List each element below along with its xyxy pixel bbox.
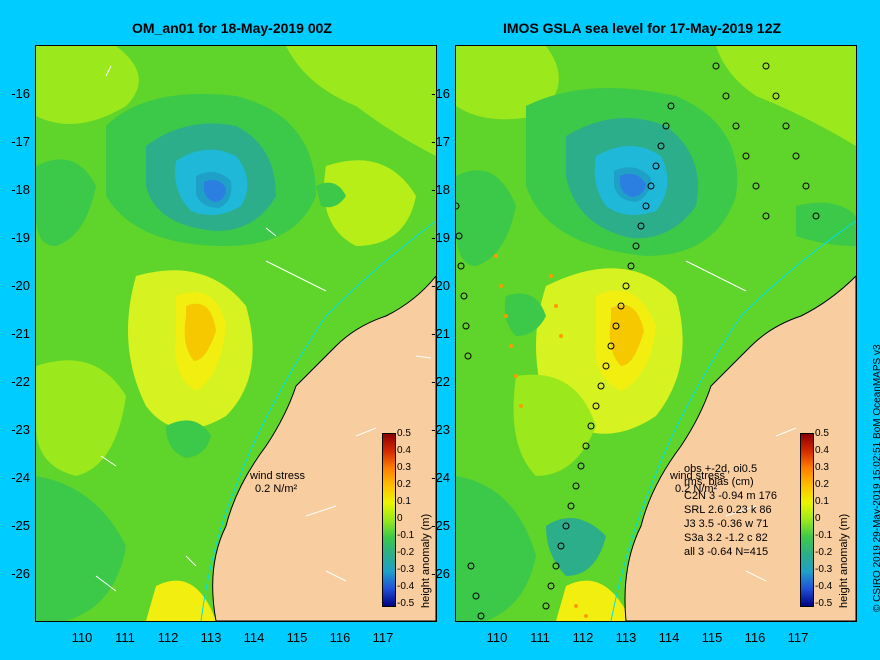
left-map-panel [35,45,437,622]
y-tick-label: -22 [431,374,450,389]
y-tick-label: -17 [431,134,450,149]
x-tick-label: 111 [115,630,135,645]
obs-line: C2N 3 -0.94 m 176 [684,490,777,502]
colorbar-label: 0.1 [815,496,829,507]
right-wind-label: wind stress [670,470,726,482]
x-tick-label: 110 [486,630,508,645]
colorbar-label: -0.1 [397,530,415,541]
x-tick-label: 114 [658,630,680,645]
y-tick-label: -21 [431,326,450,341]
colorbar-label: -0.5 [815,598,833,609]
y-tick-label: -24 [11,470,30,485]
colorbar-label: 0.4 [815,445,829,456]
credit-text: © CSIRO 2019 29-May-2019 15:02:51 BoM Oc… [872,344,880,612]
y-tick-label: -20 [431,278,450,293]
colorbar-label: -0.3 [815,564,833,575]
x-tick-label: 112 [572,630,594,645]
right-colorbar-title: height anomaly (m) [838,513,850,608]
y-tick-label: -18 [431,182,450,197]
y-tick-label: -17 [11,134,30,149]
x-tick-label: 115 [701,630,723,645]
y-tick-label: -16 [431,86,450,101]
colorbar-label: 0.2 [815,479,829,490]
y-tick-label: -26 [431,566,450,581]
left-wind-value: 0.2 N/m² [255,483,298,495]
right-wind-value: 0.2 N/m² [675,483,718,495]
y-tick-label: -16 [11,86,30,101]
colorbar-label: 0.2 [397,479,411,490]
y-tick-label: -22 [11,374,30,389]
left-panel-title: OM_an01 for 18-May-2019 00Z [132,20,332,36]
obs-line: all 3 -0.64 N=415 [684,546,769,558]
y-tick-label: -24 [431,470,450,485]
y-tick-label: -20 [11,278,30,293]
x-tick-label: 110 [71,630,93,645]
left-wind-label: wind stress [250,470,306,482]
y-tick-label: -18 [11,182,30,197]
obs-line: rms, bias (cm) [684,476,754,488]
colorbar-label: -0.2 [815,547,833,558]
colorbar-label: 0.3 [815,462,829,473]
colorbar-label: 0.5 [815,428,829,439]
y-tick-label: -25 [431,518,450,533]
left-colorbar [382,433,396,607]
right-panel-title: IMOS GSLA sea level for 17-May-2019 12Z [503,20,782,36]
y-tick-label: -26 [11,566,30,581]
right-map-panel [455,45,857,622]
x-tick-label: 114 [243,630,265,645]
colorbar-label: -0.4 [397,581,415,592]
x-tick-label: 116 [744,630,766,645]
y-tick-label: -23 [431,422,450,437]
left-map [36,46,436,621]
obs-line: S3a 3.2 -1.2 c 82 [684,532,768,544]
colorbar-label: -0.4 [815,581,833,592]
colorbar-label: 0.4 [397,445,411,456]
colorbar-label: -0.3 [397,564,415,575]
x-tick-label: 111 [530,630,550,645]
right-colorbar [800,433,814,607]
colorbar-label: -0.2 [397,547,415,558]
right-map [456,46,856,621]
x-tick-label: 116 [329,630,351,645]
colorbar-label: 0 [397,513,403,524]
obs-line: obs +-2d, oi0.5 [684,463,758,475]
y-tick-label: -19 [11,230,30,245]
colorbar-label: 0 [815,513,821,524]
left-colorbar-title: height anomaly (m) [420,513,432,608]
x-tick-label: 113 [615,630,637,645]
colorbar-label: -0.1 [815,530,833,541]
x-tick-label: 117 [372,630,394,645]
y-tick-label: -25 [11,518,30,533]
x-tick-label: 117 [787,630,809,645]
x-tick-label: 113 [200,630,222,645]
colorbar-label: 0.1 [397,496,411,507]
y-tick-label: -19 [431,230,450,245]
colorbar-label: -0.5 [397,598,415,609]
y-tick-label: -21 [11,326,30,341]
obs-line: J3 3.5 -0.36 w 71 [684,518,769,530]
colorbar-label: 0.5 [397,428,411,439]
x-tick-label: 115 [286,630,308,645]
obs-line: SRL 2.6 0.23 k 86 [684,504,772,516]
x-tick-label: 112 [157,630,179,645]
colorbar-label: 0.3 [397,462,411,473]
y-tick-label: -23 [11,422,30,437]
